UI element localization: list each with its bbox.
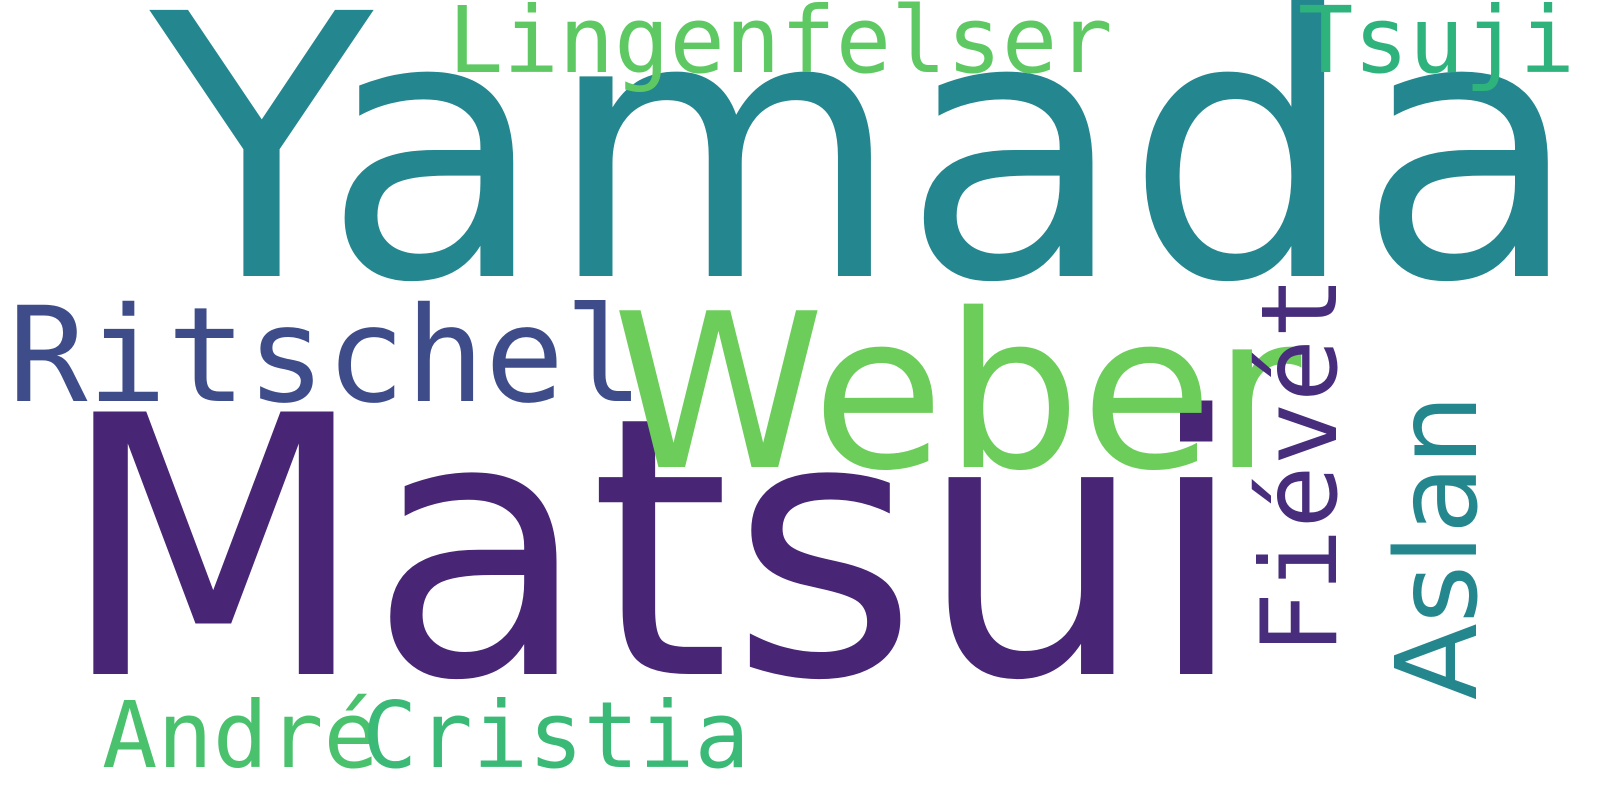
word-tsuji: Tsuji <box>1298 0 1575 94</box>
word-ritschel: Ritschel <box>8 279 644 433</box>
word-lingenfelser: Lingenfelser <box>448 0 1113 94</box>
word-andre: André <box>102 682 379 789</box>
word-matsui: Matsui <box>58 340 1247 759</box>
word-yamada: Yamada <box>150 0 1581 363</box>
word-weber: Weber <box>612 267 1302 518</box>
word-cristia: Cristia <box>362 682 750 789</box>
word-fievet: Fiévét <box>1239 275 1361 655</box>
word-aslan: Aslan <box>1373 394 1503 700</box>
